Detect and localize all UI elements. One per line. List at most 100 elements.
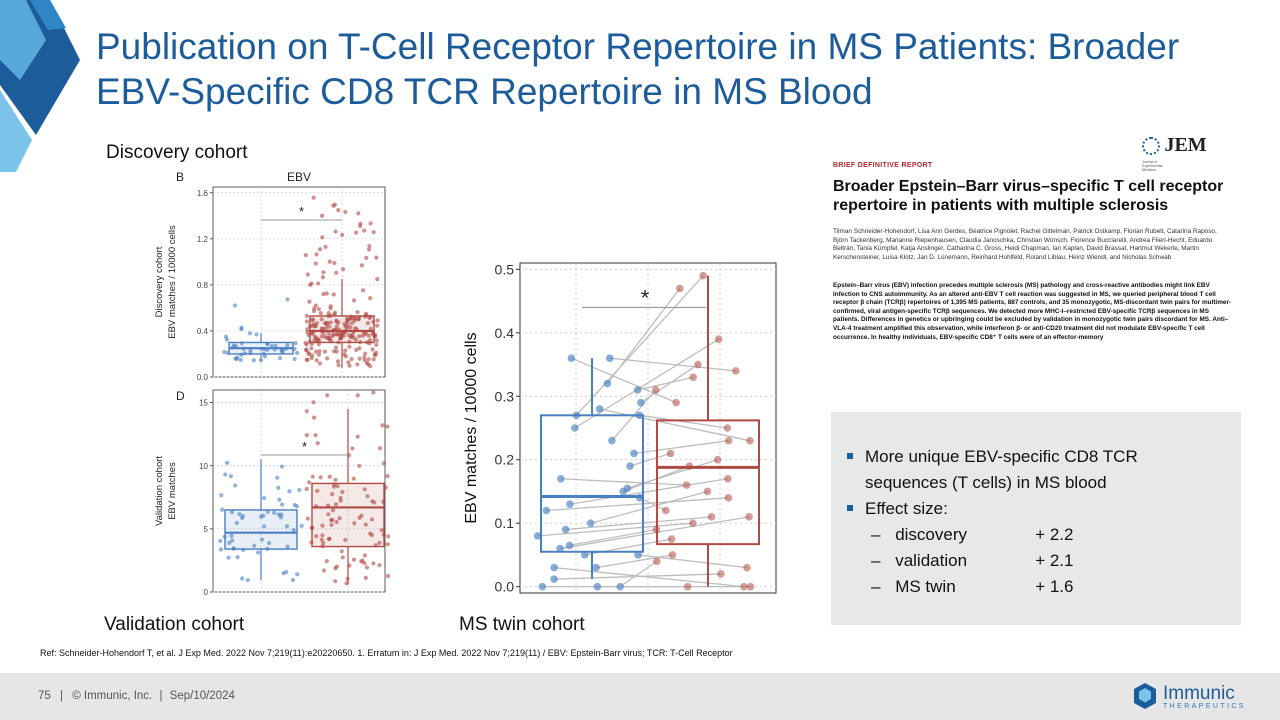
data-point xyxy=(626,462,634,470)
paper-kicker: BRIEF DEFINITIVE REPORT xyxy=(833,162,933,169)
data-point xyxy=(328,320,333,325)
data-point xyxy=(571,424,579,432)
pair-line xyxy=(575,275,704,416)
data-point xyxy=(746,436,754,445)
sub-bullet-twin: – MS twin + 1.6 xyxy=(871,574,1074,600)
data-point xyxy=(360,558,365,563)
pair-line xyxy=(590,490,708,524)
data-point xyxy=(651,386,660,394)
immunic-logo-text: Immunic xyxy=(1163,683,1235,704)
data-point xyxy=(276,512,281,517)
data-point xyxy=(228,474,233,479)
data-point xyxy=(319,317,324,322)
data-point xyxy=(334,349,339,354)
data-point xyxy=(311,400,316,405)
discovery-chart: 0.0 0.4 0.8 1.2 1.6 Discovery cohort EBV match… xyxy=(154,170,386,382)
box xyxy=(540,414,644,553)
data-point xyxy=(339,333,344,338)
data-point xyxy=(279,464,285,469)
data-point xyxy=(229,533,234,538)
data-point xyxy=(533,532,542,540)
data-point xyxy=(316,342,321,347)
data-point xyxy=(365,494,370,499)
sub-label-twin: MS twin xyxy=(895,577,956,596)
data-point xyxy=(309,353,315,358)
data-point xyxy=(363,351,368,356)
bullet-2-text: Effect size: xyxy=(865,499,948,518)
data-point xyxy=(350,332,355,337)
panel-letter: B xyxy=(176,170,184,184)
data-point xyxy=(223,472,228,477)
data-point xyxy=(305,357,310,362)
data-point xyxy=(326,311,331,316)
data-point xyxy=(363,575,368,580)
data-point xyxy=(320,523,325,528)
data-point xyxy=(304,432,309,438)
data-point xyxy=(371,390,376,395)
footer-bar xyxy=(0,673,1280,720)
data-point xyxy=(351,557,357,562)
data-point xyxy=(334,318,339,323)
data-point xyxy=(550,563,558,572)
data-point xyxy=(339,549,344,554)
data-point xyxy=(368,326,373,331)
data-point xyxy=(371,357,376,362)
data-point xyxy=(226,555,231,560)
data-point xyxy=(350,446,355,451)
data-point xyxy=(335,484,340,489)
twin-chart: 0.0 0.1 0.2 0.3 0.4 0.5 EBV matches / 10000 ce… xyxy=(463,261,777,595)
data-point xyxy=(379,528,384,533)
data-point xyxy=(385,542,390,547)
significance-star: * xyxy=(302,439,307,454)
data-point xyxy=(375,318,380,323)
data-point xyxy=(630,449,638,458)
data-point xyxy=(375,277,380,282)
data-point xyxy=(321,540,326,546)
y-axis-label: Validation cohort xyxy=(154,456,165,526)
sub-bullet-validation: – validation + 2.1 xyxy=(871,548,1074,574)
pair-line xyxy=(569,528,657,547)
data-point xyxy=(337,516,342,521)
y-axis-label: Discovery cohort xyxy=(154,246,165,317)
validation-cohort-label: Validation cohort xyxy=(104,614,245,635)
data-point xyxy=(225,460,230,465)
data-point xyxy=(316,281,321,286)
data-point xyxy=(287,489,292,494)
box xyxy=(656,419,760,546)
data-point xyxy=(320,533,325,538)
pair-line xyxy=(639,497,667,512)
data-point xyxy=(358,223,363,229)
data-point xyxy=(323,244,328,250)
data-point xyxy=(347,363,352,368)
data-point xyxy=(367,243,372,249)
pair-line xyxy=(571,357,677,404)
data-point xyxy=(341,352,347,357)
data-point xyxy=(227,540,232,545)
data-point xyxy=(349,356,354,362)
data-point xyxy=(334,324,340,329)
data-point xyxy=(317,247,323,252)
data-point xyxy=(319,334,324,339)
data-point xyxy=(634,551,642,559)
data-point xyxy=(235,555,240,560)
data-point xyxy=(256,550,261,555)
data-point xyxy=(732,367,740,375)
data-point xyxy=(707,513,716,521)
data-point xyxy=(345,318,350,323)
panel-letter: D xyxy=(176,389,185,403)
data-point xyxy=(220,507,225,512)
data-point xyxy=(581,551,589,559)
data-point xyxy=(366,357,371,362)
data-point xyxy=(331,292,336,297)
data-point xyxy=(277,497,282,502)
data-point xyxy=(355,434,360,439)
data-point xyxy=(341,267,346,272)
data-point xyxy=(374,255,379,260)
data-point xyxy=(740,582,748,591)
data-point xyxy=(343,537,348,543)
dash-icon: – xyxy=(871,525,881,544)
data-point xyxy=(292,356,297,362)
paper-title: Broader Epstein–Barr virus–specific T ce… xyxy=(833,178,1224,214)
data-point xyxy=(281,571,286,576)
data-point xyxy=(304,409,309,414)
